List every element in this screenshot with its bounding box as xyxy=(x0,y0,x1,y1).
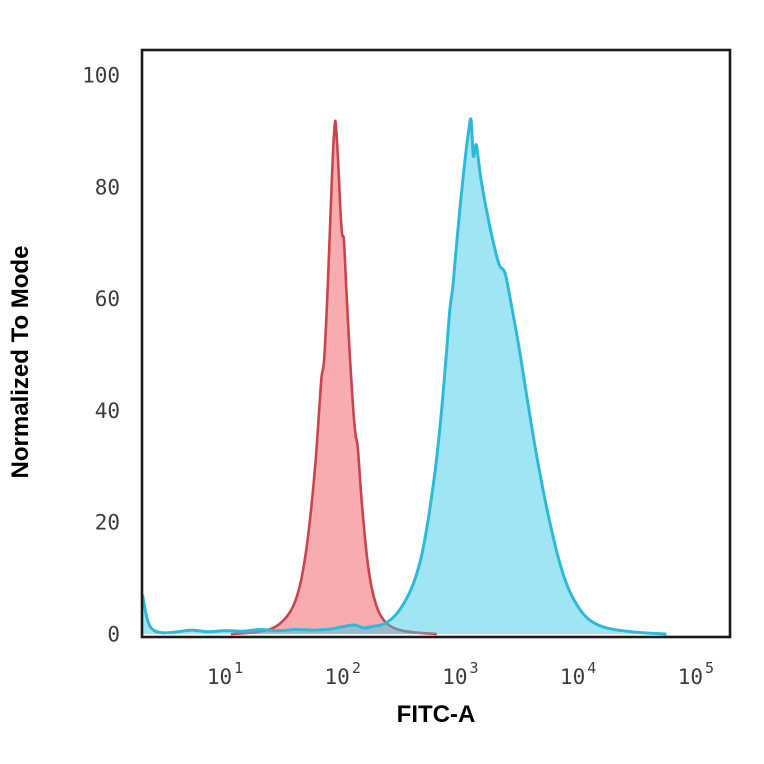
y-tick-label-40: 40 xyxy=(95,399,120,423)
x-tick-label-10e5: 10 5 xyxy=(678,659,714,689)
y-tick-label-0: 0 xyxy=(107,623,120,647)
histogram-curves xyxy=(143,117,667,636)
x-axis-tick-labels: 10 1 10 2 10 3 10 4 10 5 xyxy=(207,659,714,689)
red-series-outline xyxy=(230,119,437,636)
y-axis-tick-labels: 100 80 60 40 20 0 xyxy=(82,64,120,647)
x-tick-label-10e1: 10 1 xyxy=(207,659,243,689)
x-tick-label-10e4: 10 4 xyxy=(560,659,596,689)
y-axis-title: Normalized To Mode xyxy=(7,246,34,479)
plot-border xyxy=(140,48,732,639)
x-axis-title: FITC-A xyxy=(397,701,476,728)
cyan-series-outline xyxy=(143,117,667,636)
y-tick-label-100: 100 xyxy=(82,64,120,88)
x-tick-label-10e2: 10 2 xyxy=(325,659,361,689)
y-tick-label-80: 80 xyxy=(95,175,120,199)
cyan-series-fill xyxy=(143,118,667,634)
red-series-fill xyxy=(230,120,437,635)
y-tick-label-60: 60 xyxy=(95,287,120,311)
y-tick-label-20: 20 xyxy=(95,511,120,535)
x-tick-label-10e3: 10 3 xyxy=(442,659,478,689)
